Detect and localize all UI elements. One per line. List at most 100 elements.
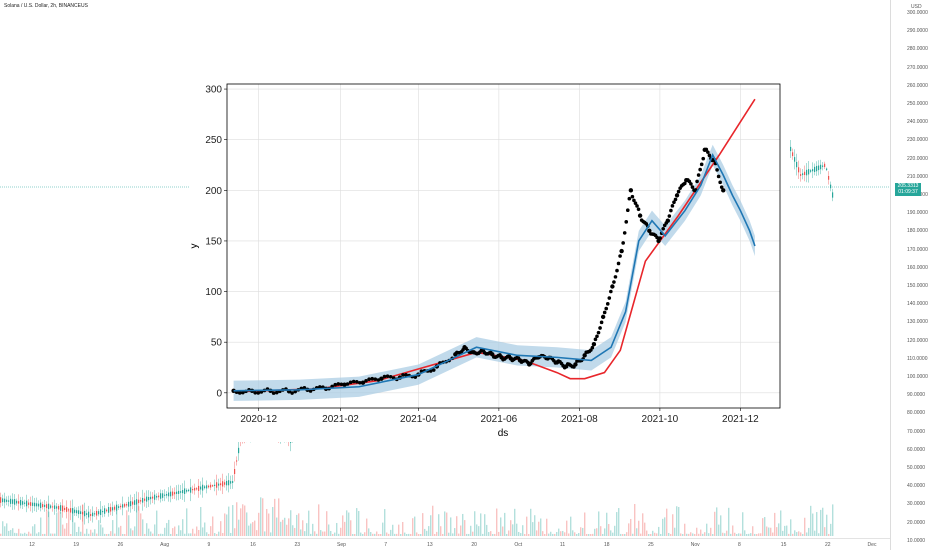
volume-bar	[534, 515, 536, 536]
candle-body	[118, 506, 120, 508]
volume-bar	[214, 533, 216, 536]
actual-point-sample	[364, 378, 368, 383]
actual-point-sample	[613, 275, 618, 279]
volume-bar	[724, 533, 726, 536]
candle-body	[820, 164, 822, 170]
time-axis-label: 22	[825, 542, 831, 548]
candle-body	[168, 492, 170, 497]
volume-bar	[312, 523, 314, 536]
volume-bar	[256, 530, 258, 536]
volume-bar	[666, 508, 668, 536]
actual-point	[360, 380, 366, 385]
volume-bar	[708, 533, 710, 536]
volume-bar	[660, 533, 662, 536]
actual-point-sample	[274, 390, 279, 395]
candle-body	[120, 505, 122, 508]
candle-body	[812, 169, 814, 172]
volume-bar	[612, 532, 614, 536]
volume-bar	[114, 533, 116, 536]
volume-bar	[722, 532, 724, 536]
volume-bar	[304, 531, 306, 536]
volume-bar	[42, 533, 44, 536]
actual-point-sample	[695, 179, 699, 184]
candle-body	[230, 481, 232, 484]
current-price-value: 205.3313	[897, 183, 919, 189]
candle-body	[186, 489, 188, 492]
volume-bar	[702, 533, 704, 536]
volume-bar	[266, 508, 268, 536]
candle-body	[102, 511, 104, 513]
y-tick-label: 0	[216, 388, 222, 399]
candle-body	[828, 175, 830, 180]
volume-bar	[90, 529, 92, 536]
volume-bar	[326, 511, 328, 536]
volume-bar	[498, 531, 500, 536]
volume-bar	[606, 512, 608, 536]
volume-bar	[392, 524, 394, 536]
time-axis-label: Nov	[690, 542, 700, 548]
candle-body	[148, 496, 150, 501]
price-tick: 300.0000	[907, 10, 928, 16]
volume-bar	[808, 527, 810, 536]
y-tick-label: 100	[205, 287, 222, 298]
volume-bar	[108, 533, 110, 536]
volume-bar	[36, 533, 38, 536]
actual-point-sample	[271, 391, 276, 395]
volume-bar	[556, 532, 558, 536]
volume-bar	[820, 509, 822, 536]
volume-bar	[142, 519, 144, 536]
x-tick-label: 2021-04	[400, 414, 437, 425]
actual-point-sample	[719, 185, 724, 189]
volume-bar	[402, 522, 404, 536]
volume-bar	[632, 533, 634, 536]
volume-bar	[126, 510, 128, 536]
candle-body	[90, 514, 92, 516]
volume-bar	[520, 533, 522, 536]
volume-bar	[540, 518, 542, 536]
price-tick: 90.0000	[907, 392, 926, 399]
price-axis[interactable]: USD 300.0000 290.0000 280.0000 270.0000 260.…	[890, 0, 932, 550]
actual-point	[342, 382, 347, 387]
volume-bar	[470, 525, 472, 536]
volume-bar	[488, 532, 490, 536]
volume-bar	[736, 533, 738, 536]
volume-bar	[176, 533, 178, 536]
plot-grid	[227, 84, 780, 408]
actual-point-sample	[333, 382, 338, 387]
candle-body	[798, 167, 800, 173]
price-tick: 290.0000	[907, 28, 928, 35]
volume-bar	[308, 510, 310, 536]
volume-bar	[336, 522, 338, 536]
volume-bar	[796, 532, 798, 536]
volume-bar	[698, 533, 700, 536]
volume-bar	[322, 531, 324, 536]
volume-bar	[444, 511, 446, 536]
volume-bar	[274, 498, 276, 536]
volume-bar	[130, 528, 132, 536]
actual-point-sample	[596, 330, 601, 335]
volume-bar	[306, 523, 308, 536]
actual-point	[600, 314, 606, 320]
volume-bar	[74, 522, 76, 536]
candle-body	[170, 491, 172, 497]
candle-body	[818, 165, 820, 171]
volume-bar	[580, 527, 582, 536]
volume-bar	[584, 512, 586, 536]
volume-bar	[782, 530, 784, 536]
volume-bar	[422, 513, 424, 536]
time-axis[interactable]: 12 19 26 Aug 9 16 23 Sep 7 13 20 Oct 11 18 25 Nov 8 15 22 D…	[0, 538, 890, 551]
volume-bar	[242, 504, 244, 536]
candle-body	[28, 502, 30, 505]
volume-bar	[500, 517, 502, 536]
volume-bar	[134, 526, 136, 536]
volume-bar	[228, 506, 230, 536]
volume-bar	[826, 514, 828, 536]
time-axis-label: Aug	[160, 542, 170, 548]
volume-bar	[292, 525, 294, 536]
candle-body	[46, 504, 48, 509]
volume-bar	[248, 525, 250, 536]
candle-body	[200, 486, 202, 490]
volume-bar	[464, 520, 466, 536]
volume-bar	[104, 533, 106, 536]
volume-bar	[324, 531, 326, 536]
